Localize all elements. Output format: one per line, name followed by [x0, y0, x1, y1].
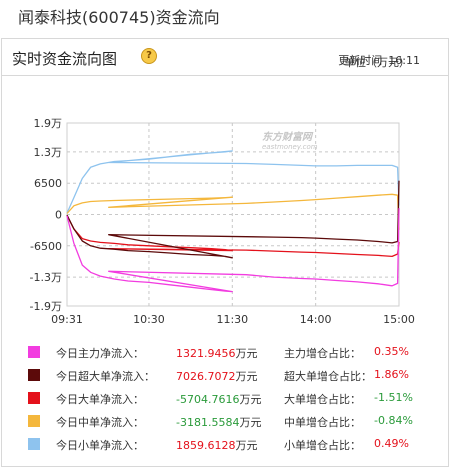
watermark-text: 东方财富网 [262, 131, 314, 143]
legend-ratio-label: 主力增仓占比： [284, 347, 361, 360]
series-line-1 [66, 180, 400, 259]
legend-label: 今日超大单净流入： [56, 370, 155, 383]
series-lines [66, 150, 400, 293]
legend-ratio-value: -1.51% [374, 391, 413, 404]
panel-header: 实时资金流向图 ? 更新时间 16:11 [2, 39, 448, 76]
legend-swatch [28, 369, 40, 381]
legend-row: 今日小单净流入： 1859.6128万元 小单增仓占比： 0.49% [26, 434, 446, 457]
series-line-2 [66, 215, 400, 258]
y-tick-label: 0 [55, 209, 62, 222]
legend-value-number: 7026.7072 [176, 370, 236, 383]
legend-row: 今日大单净流入： -5704.7616万元 大单增仓占比： -1.51% [26, 388, 446, 411]
legend-swatch [28, 415, 40, 427]
series-line-3 [66, 193, 400, 230]
legend-ratio-label: 超大单增仓占比： [284, 370, 372, 383]
series-line-4 [66, 150, 400, 214]
y-tick-label: 6500 [34, 177, 62, 190]
watermark-sub: eastmoney.com [262, 143, 318, 151]
panel-title: 实时资金流向图 [12, 50, 118, 68]
legend: 今日主力净流入： 1321.9456万元 主力增仓占比： 0.35% 今日超大单净流入：… [26, 342, 446, 457]
legend-value-unit: 万元 [235, 370, 258, 383]
legend-label: 今日主力净流入： [56, 347, 144, 360]
legend-value-number: -3181.5584 [176, 416, 240, 429]
legend-ratio-value: 0.49% [374, 437, 409, 450]
money-flow-chart: 东方财富网 eastmoney.com 1.9万 1.3万 6500 0 -6500 -1… [30, 117, 415, 326]
y-tick-label: -6500 [30, 240, 62, 253]
x-tick-label: 11:30 [216, 313, 248, 326]
update-label: 更新时间 [338, 54, 383, 67]
legend-ratio-value: 0.35% [374, 345, 409, 358]
legend-value: 1859.6128万元 [176, 437, 258, 453]
legend-ratio-label: 大单增仓占比： [284, 393, 361, 406]
legend-value-unit: 万元 [235, 439, 258, 452]
legend-ratio-value: 1.86% [374, 368, 409, 381]
legend-value-unit: 万元 [235, 347, 258, 360]
x-tick-label: 15:00 [383, 313, 415, 326]
y-tick-label: 1.3万 [34, 146, 63, 159]
legend-ratio-label: 小单增仓占比： [284, 439, 361, 452]
legend-row: 今日超大单净流入： 7026.7072万元 超大单增仓占比： 1.86% [26, 365, 446, 388]
update-time-value: 16:11 [388, 54, 420, 67]
legend-swatch [28, 438, 40, 450]
legend-row: 今日主力净流入： 1321.9456万元 主力增仓占比： 0.35% [26, 342, 446, 365]
legend-value-number: -5704.7616 [176, 393, 240, 406]
legend-value-number: 1321.9456 [176, 347, 236, 360]
legend-row: 今日中单净流入： -3181.5584万元 中单增仓占比： -0.84% [26, 411, 446, 434]
grid [66, 122, 400, 307]
question-icon[interactable]: ? [141, 48, 157, 64]
y-tick-label: -1.9万 [30, 300, 62, 313]
y-tick-label: -1.3万 [30, 271, 62, 284]
legend-ratio-label: 中单增仓占比： [284, 416, 361, 429]
page-title: 闻泰科技(600745)资金流向 [18, 8, 220, 27]
legend-label: 今日大单净流入： [56, 393, 144, 406]
legend-value: -3181.5584万元 [176, 414, 261, 430]
y-axis-ticks: 1.9万 1.3万 6500 0 -6500 -1.3万 -1.9万 [30, 117, 62, 313]
update-time: 更新时间 16:11 [338, 52, 420, 68]
legend-ratio-value: -0.84% [374, 414, 413, 427]
legend-swatch [28, 392, 40, 404]
legend-value: 7026.7072万元 [176, 368, 258, 384]
x-tick-label: 14:00 [300, 313, 332, 326]
legend-label: 今日小单净流入： [56, 439, 144, 452]
legend-value: -5704.7616万元 [176, 391, 261, 407]
series-line-0 [66, 208, 400, 293]
legend-value-unit: 万元 [239, 393, 262, 406]
x-tick-label: 09:31 [51, 313, 83, 326]
money-flow-panel: 实时资金流向图 ? 更新时间 16:11 [1, 38, 449, 467]
watermark: 东方财富网 eastmoney.com [262, 131, 318, 151]
legend-label: 今日中单净流入： [56, 416, 144, 429]
x-axis-ticks: 09:31 10:30 11:30 14:00 15:00 [51, 313, 415, 326]
legend-value: 1321.9456万元 [176, 345, 258, 361]
legend-value-unit: 万元 [239, 416, 262, 429]
x-tick-label: 10:30 [133, 313, 165, 326]
unit-label: 单位（万元） [344, 56, 410, 69]
y-tick-label: 1.9万 [34, 117, 63, 130]
legend-value-number: 1859.6128 [176, 439, 236, 452]
legend-swatch [28, 346, 40, 358]
